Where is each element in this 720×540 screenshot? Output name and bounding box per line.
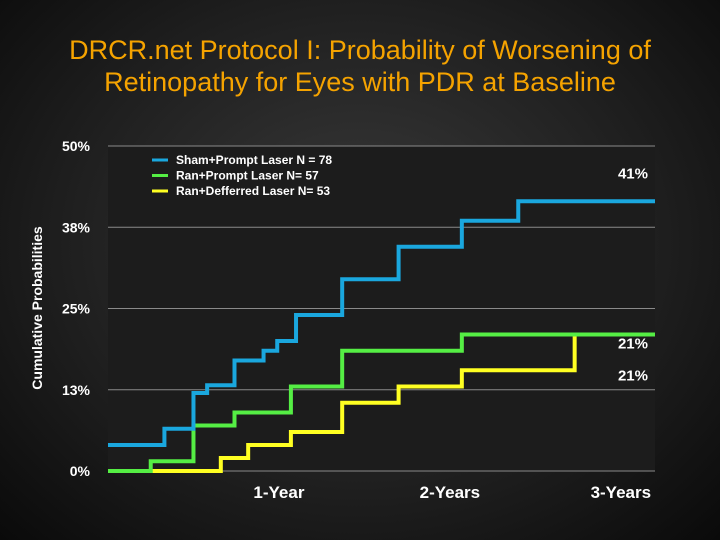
end-label-1: 21% xyxy=(618,336,648,353)
title-line-2: Retinopathy for Eyes with PDR at Baselin… xyxy=(104,67,616,97)
y-tick-label: 25% xyxy=(62,301,91,317)
legend-label-0: Sham+Prompt Laser N = 78 xyxy=(176,153,332,167)
y-tick-label: 38% xyxy=(62,219,91,235)
series-line-1 xyxy=(108,332,655,473)
y-tick-label: 0% xyxy=(70,463,91,479)
legend: Sham+Prompt Laser N = 78 Ran+Prompt Laser… xyxy=(152,153,332,198)
chart-title: DRCR.net Protocol I: Probability of Wors… xyxy=(0,34,720,98)
y-tick-label: 13% xyxy=(62,382,91,398)
end-label-0: 41% xyxy=(618,165,648,182)
x-tick-label: 1-Year xyxy=(253,483,304,502)
x-tick-labels: 1-Year 2-Years 3-Years xyxy=(253,483,651,502)
legend-label-2: Ran+Defferred Laser N= 53 xyxy=(176,184,330,198)
grid-lines xyxy=(108,145,655,472)
series-line-2 xyxy=(108,332,655,473)
y-axis-label: Cumulative Probabilities xyxy=(29,226,45,390)
x-tick-label: 2-Years xyxy=(420,483,481,502)
y-tick-labels: 0% 13% 25% 38% 50% xyxy=(62,138,91,479)
x-tick-label: 3-Years xyxy=(591,483,652,502)
end-label-2: 21% xyxy=(618,368,648,385)
series-group xyxy=(108,199,655,473)
end-labels: 41% 21% 21% xyxy=(618,165,648,384)
legend-label-1: Ran+Prompt Laser N= 57 xyxy=(176,169,319,183)
title-line-1: DRCR.net Protocol I: Probability of Wors… xyxy=(69,35,651,65)
series-line-0 xyxy=(108,199,655,447)
y-tick-label: 50% xyxy=(62,138,91,154)
